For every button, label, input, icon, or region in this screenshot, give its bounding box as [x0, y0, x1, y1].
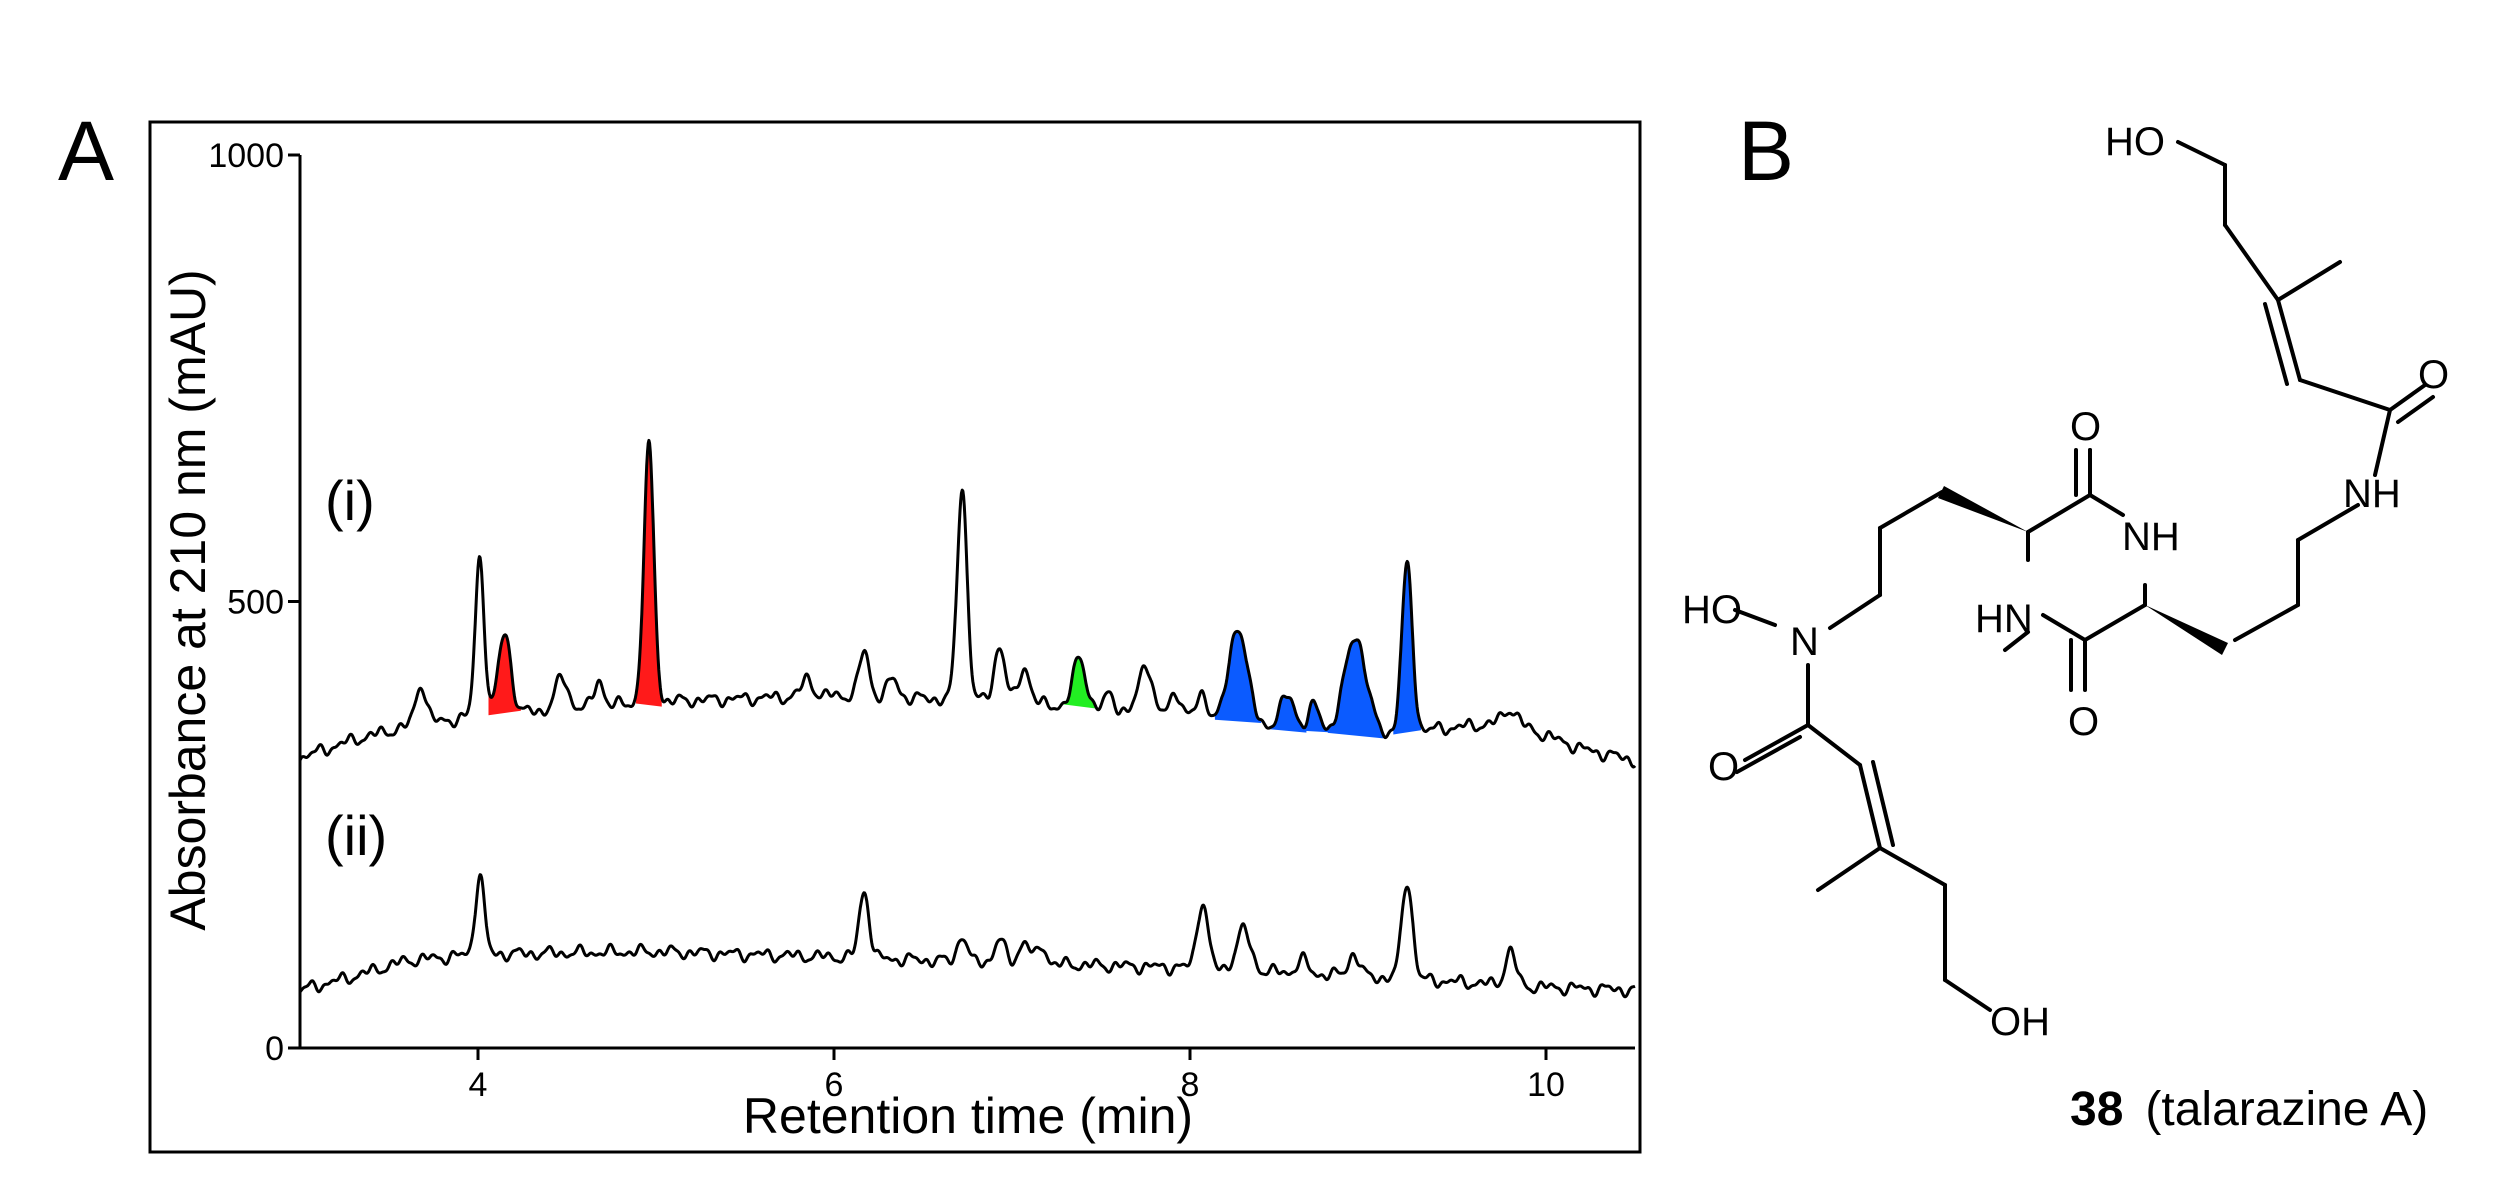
trace-label-i: (i) — [325, 469, 375, 532]
bond — [2276, 260, 2342, 302]
wedge-bond — [2145, 605, 2228, 655]
atom-label: O — [2418, 353, 2449, 397]
atom-label: HN — [1975, 597, 2033, 641]
bond — [2026, 493, 2092, 534]
bond — [2083, 603, 2147, 642]
trace-line-2 — [298, 873, 1636, 999]
bond — [1878, 490, 1944, 530]
bond — [2298, 378, 2392, 412]
y-tick-label: 1000 — [208, 137, 284, 175]
bond — [1743, 723, 1810, 762]
atom-label: O — [2068, 700, 2099, 744]
highlighted-peak-blue — [1269, 696, 1307, 733]
chromatogram-traces — [298, 438, 1637, 999]
bond — [2396, 395, 2435, 424]
highlighted-peak-blue — [1393, 561, 1421, 735]
wedge-bond — [1938, 486, 2028, 532]
atom-label: NH — [2122, 515, 2180, 559]
compound-number: 38 — [2070, 1083, 2123, 1136]
bond — [1858, 763, 1882, 850]
bond — [2276, 298, 2302, 382]
atom-label: N — [1790, 620, 1819, 664]
trace-line-1 — [298, 438, 1637, 769]
x-tick-label: 4 — [469, 1066, 488, 1104]
bond — [2373, 408, 2392, 477]
atom-label: O — [2070, 405, 2101, 449]
x-axis-title: Retention time (min) — [743, 1088, 1193, 1144]
bond — [1733, 608, 1777, 627]
atom-label: O — [1708, 745, 1739, 789]
compound-caption: 38 (talarazine A) — [2070, 1083, 2428, 1136]
bond — [2296, 503, 2360, 542]
y-tick-label: 500 — [227, 584, 284, 622]
bond — [2388, 383, 2427, 412]
x-tick-label: 10 — [1527, 1066, 1565, 1104]
compound-name: (talarazine A) — [2145, 1083, 2428, 1136]
bond — [1735, 735, 1802, 774]
atom-label: HO — [1682, 588, 1742, 632]
bond — [1806, 723, 1862, 767]
panel-a-frame — [148, 120, 1642, 1154]
bond — [1871, 760, 1895, 847]
chromatogram-chart: 4 6 8 10 0 500 1000 Retention time (min) Absor… — [160, 137, 1637, 1144]
bond — [2176, 140, 2227, 167]
y-axis-title: Absorbance at 210 nm (mAU) — [160, 269, 216, 930]
bond — [2263, 302, 2289, 386]
bond — [1816, 846, 1882, 892]
bond — [1828, 593, 1882, 630]
panel-a-label: A — [58, 104, 114, 198]
trace-label-ii: (ii) — [325, 804, 387, 867]
atom-label: OH — [1990, 1000, 2050, 1044]
atom-label: HO — [2105, 120, 2165, 164]
y-tick-label: 0 — [265, 1030, 284, 1068]
x-tick-label: 8 — [1181, 1066, 1200, 1104]
axis-ticks: 4 6 8 10 0 500 1000 — [208, 137, 1565, 1104]
highlighted-peak-blue — [1214, 631, 1262, 723]
bond — [2233, 603, 2300, 642]
bond — [1878, 846, 1947, 887]
x-tick-label: 6 — [825, 1066, 844, 1104]
bond — [2003, 630, 2030, 652]
bond — [1943, 978, 1992, 1012]
bond — [2088, 493, 2125, 517]
highlighted-peak-red — [635, 440, 662, 707]
bond — [2223, 223, 2280, 302]
panel-b-label: B — [1738, 104, 1794, 198]
highlighted-peak-blue — [1327, 639, 1384, 739]
atom-label: NH — [2343, 472, 2401, 516]
talarazine-structure — [1733, 140, 2435, 1012]
bond — [2041, 613, 2087, 642]
